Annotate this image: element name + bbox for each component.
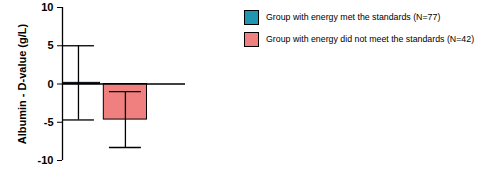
svg-text:-10: -10 — [38, 154, 54, 166]
svg-text:Albumin - D-value (g/L): Albumin - D-value (g/L) — [16, 23, 28, 144]
html-text:Group with energy met the stan: Group with energy met the standards (N=7… — [266, 12, 441, 22]
svg-text:-5: -5 — [44, 116, 54, 128]
svg-text:5: 5 — [47, 39, 53, 51]
svg-text:10: 10 — [41, 1, 53, 13]
html-text:Group with energy did not meet: Group with energy did not meet the stand… — [266, 34, 475, 44]
svg-text:0: 0 — [47, 78, 53, 90]
